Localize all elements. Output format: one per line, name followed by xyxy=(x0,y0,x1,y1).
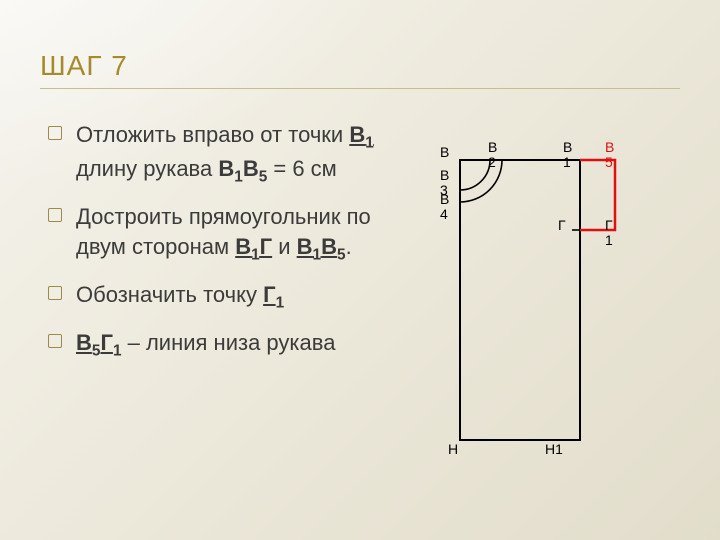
diagram-label-G: Г xyxy=(558,218,566,233)
list-item: Отложить вправо от точки В1 длину рукава… xyxy=(48,120,378,188)
bullet-icon xyxy=(48,126,62,140)
diagram-label-N1: Н1 xyxy=(545,442,563,457)
diagram-label-V: В xyxy=(440,145,449,160)
list-item: Достроить прямоугольник по двум сторонам… xyxy=(48,202,378,266)
list-item: Обозначить точку Г1 xyxy=(48,280,378,314)
diagram: ВВ3В4В2В1В5ГГ1НН1 xyxy=(440,140,690,500)
diagram-label-V4: В4 xyxy=(440,192,449,221)
body-text: Отложить вправо от точки В1 длину рукава… xyxy=(48,120,378,377)
diagram-label-V5: В5 xyxy=(605,140,614,169)
diagram-label-V1: В1 xyxy=(563,140,572,169)
diagram-label-N: Н xyxy=(448,442,458,457)
title-block: ШАГ 7 xyxy=(40,50,680,89)
bullet-icon xyxy=(48,334,62,348)
diagram-label-V2: В2 xyxy=(488,140,497,169)
bullet-icon xyxy=(48,286,62,300)
list-item: В5Г1 – линия низа рукава xyxy=(48,328,378,362)
diagram-label-G1: Г1 xyxy=(605,218,613,247)
bullet-icon xyxy=(48,208,62,222)
page-title: ШАГ 7 xyxy=(40,50,680,82)
